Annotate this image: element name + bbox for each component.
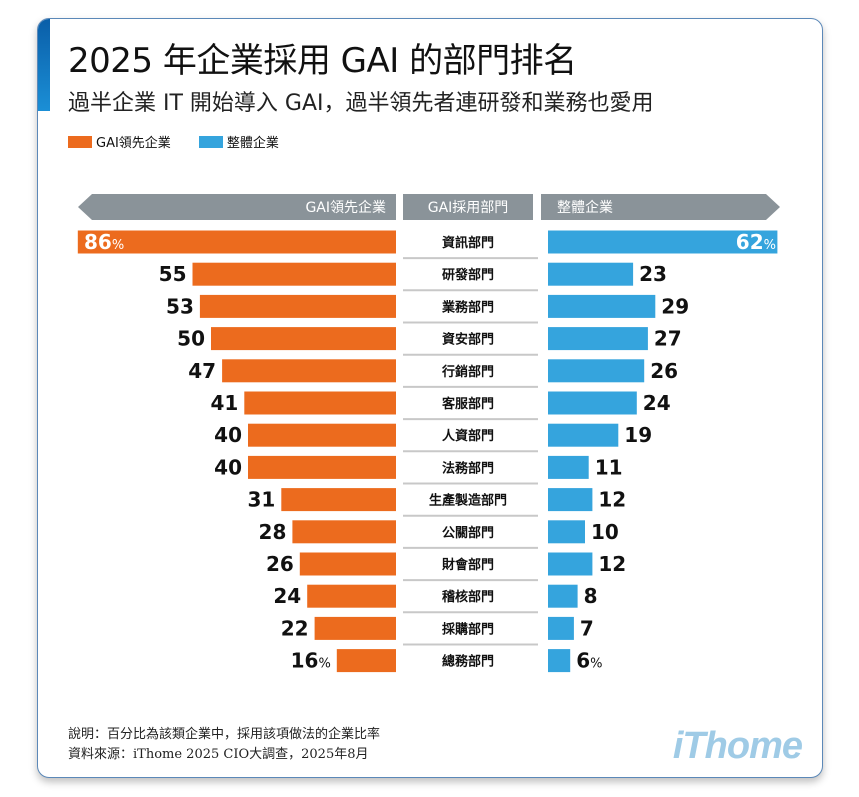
value-label-overall: 29 (661, 294, 689, 318)
bar-overall (548, 262, 634, 286)
value-label-overall: 24 (643, 391, 671, 415)
value-label-leader: 24 (273, 584, 301, 608)
legend-swatch-overall (198, 135, 223, 148)
bar-overall (548, 584, 578, 608)
value-label-overall: 6% (576, 649, 602, 673)
header-left-label: GAI領先企業 (305, 199, 386, 216)
category-label: 人資部門 (442, 428, 494, 444)
chart-subtitle: 過半企業 IT 開始導入 GAI，過半領先者連研發和業務也愛用 (68, 91, 654, 116)
ithome-logo: iThome (672, 725, 803, 767)
category-label: 行銷部門 (441, 364, 494, 380)
value-label-overall: 19 (624, 423, 652, 447)
bar-leader (314, 616, 396, 640)
bar-overall (548, 294, 656, 318)
value-label-leader: 55 (159, 262, 187, 286)
value-label-leader: 31 (247, 488, 275, 512)
category-label: 客服部門 (442, 396, 494, 412)
category-label: 生產製造部門 (429, 493, 507, 509)
legend-item-leader: GAI領先企業 (68, 132, 171, 151)
bar-overall (548, 327, 648, 351)
legend: GAI領先企業 整體企業 (68, 132, 279, 151)
value-label-overall: 11 (595, 455, 623, 479)
legend-label: 整體企業 (226, 136, 279, 151)
bar-overall (548, 520, 585, 544)
bar-leader (281, 488, 396, 512)
category-label: 採購部門 (442, 621, 494, 637)
accent-bar (38, 19, 50, 111)
bar-leader (211, 327, 396, 351)
footer: 說明：百分比為該類企業中，採用該項做法的企業比率 資料來源：iThome 202… (68, 725, 380, 765)
value-label-leader: 22 (281, 616, 309, 640)
category-label: 資安部門 (442, 332, 494, 348)
bar-overall (548, 391, 637, 415)
value-label-overall: 27 (654, 327, 682, 351)
value-label-leader: 26 (266, 552, 294, 576)
bar-overall (548, 616, 574, 640)
bar-leader (299, 552, 396, 576)
category-label: 研發部門 (442, 267, 494, 283)
bar-overall (548, 423, 619, 447)
category-label: 總務部門 (442, 654, 494, 670)
value-label-overall: 12 (598, 552, 626, 576)
bar-leader (336, 649, 396, 673)
value-label-leader: 53 (166, 294, 194, 318)
value-label-overall: 23 (639, 262, 667, 286)
bar-leader (192, 262, 396, 286)
bar-leader (244, 391, 396, 415)
category-label: 業務部門 (441, 299, 494, 315)
bar-overall (548, 488, 593, 512)
value-label-leader: 40 (214, 423, 242, 447)
bar-overall (548, 359, 645, 383)
header-right (541, 194, 780, 220)
bar-leader (199, 294, 396, 318)
legend-swatch-leader (68, 135, 92, 148)
category-label: 法務部門 (442, 460, 494, 476)
value-label-leader: 16% (291, 649, 331, 673)
bar-overall (548, 649, 571, 673)
legend-label: GAI領先企業 (96, 136, 171, 151)
value-label-leader: 47 (188, 359, 216, 383)
bar-leader (292, 520, 396, 544)
chart-card: 2025 年企業採用 GAI 的部門排名 過半企業 IT 開始導入 GAI，過半… (37, 18, 823, 778)
category-label: 財會部門 (441, 557, 494, 573)
chart-title: 2025 年企業採用 GAI 的部門排名 (68, 41, 577, 81)
category-label: 稽核部門 (442, 589, 494, 605)
value-label-leader: 40 (214, 455, 242, 479)
header-left (78, 194, 396, 220)
value-label-overall: 12 (598, 488, 626, 512)
bar-leader (222, 359, 396, 383)
bar-leader (77, 230, 397, 254)
value-label-leader: 41 (210, 391, 238, 415)
value-label-overall: 8 (584, 584, 598, 608)
value-label-overall: 7 (580, 616, 594, 640)
value-label-leader: 50 (177, 327, 205, 351)
footer-note: 說明：百分比為該類企業中，採用該項做法的企業比率 (68, 727, 381, 742)
bar-leader (248, 423, 396, 447)
bar-overall (548, 552, 593, 576)
bar-overall (548, 230, 778, 254)
category-label: 資訊部門 (442, 235, 494, 251)
value-label-overall: 26 (650, 359, 678, 383)
header-right-label: 整體企業 (557, 199, 613, 216)
legend-item-overall: 整體企業 (198, 132, 279, 151)
value-label-leader: 28 (259, 520, 287, 544)
bar-leader (248, 455, 396, 479)
value-label-overall: 10 (591, 520, 619, 544)
header-center-label: GAI採用部門 (428, 200, 509, 216)
bar-leader (307, 584, 396, 608)
category-label: 公關部門 (442, 525, 494, 541)
footer-source: 資料來源：iThome 2025 CIO大調查，2025年8月 (68, 747, 369, 762)
bar-overall (548, 455, 589, 479)
header-center (403, 194, 533, 220)
